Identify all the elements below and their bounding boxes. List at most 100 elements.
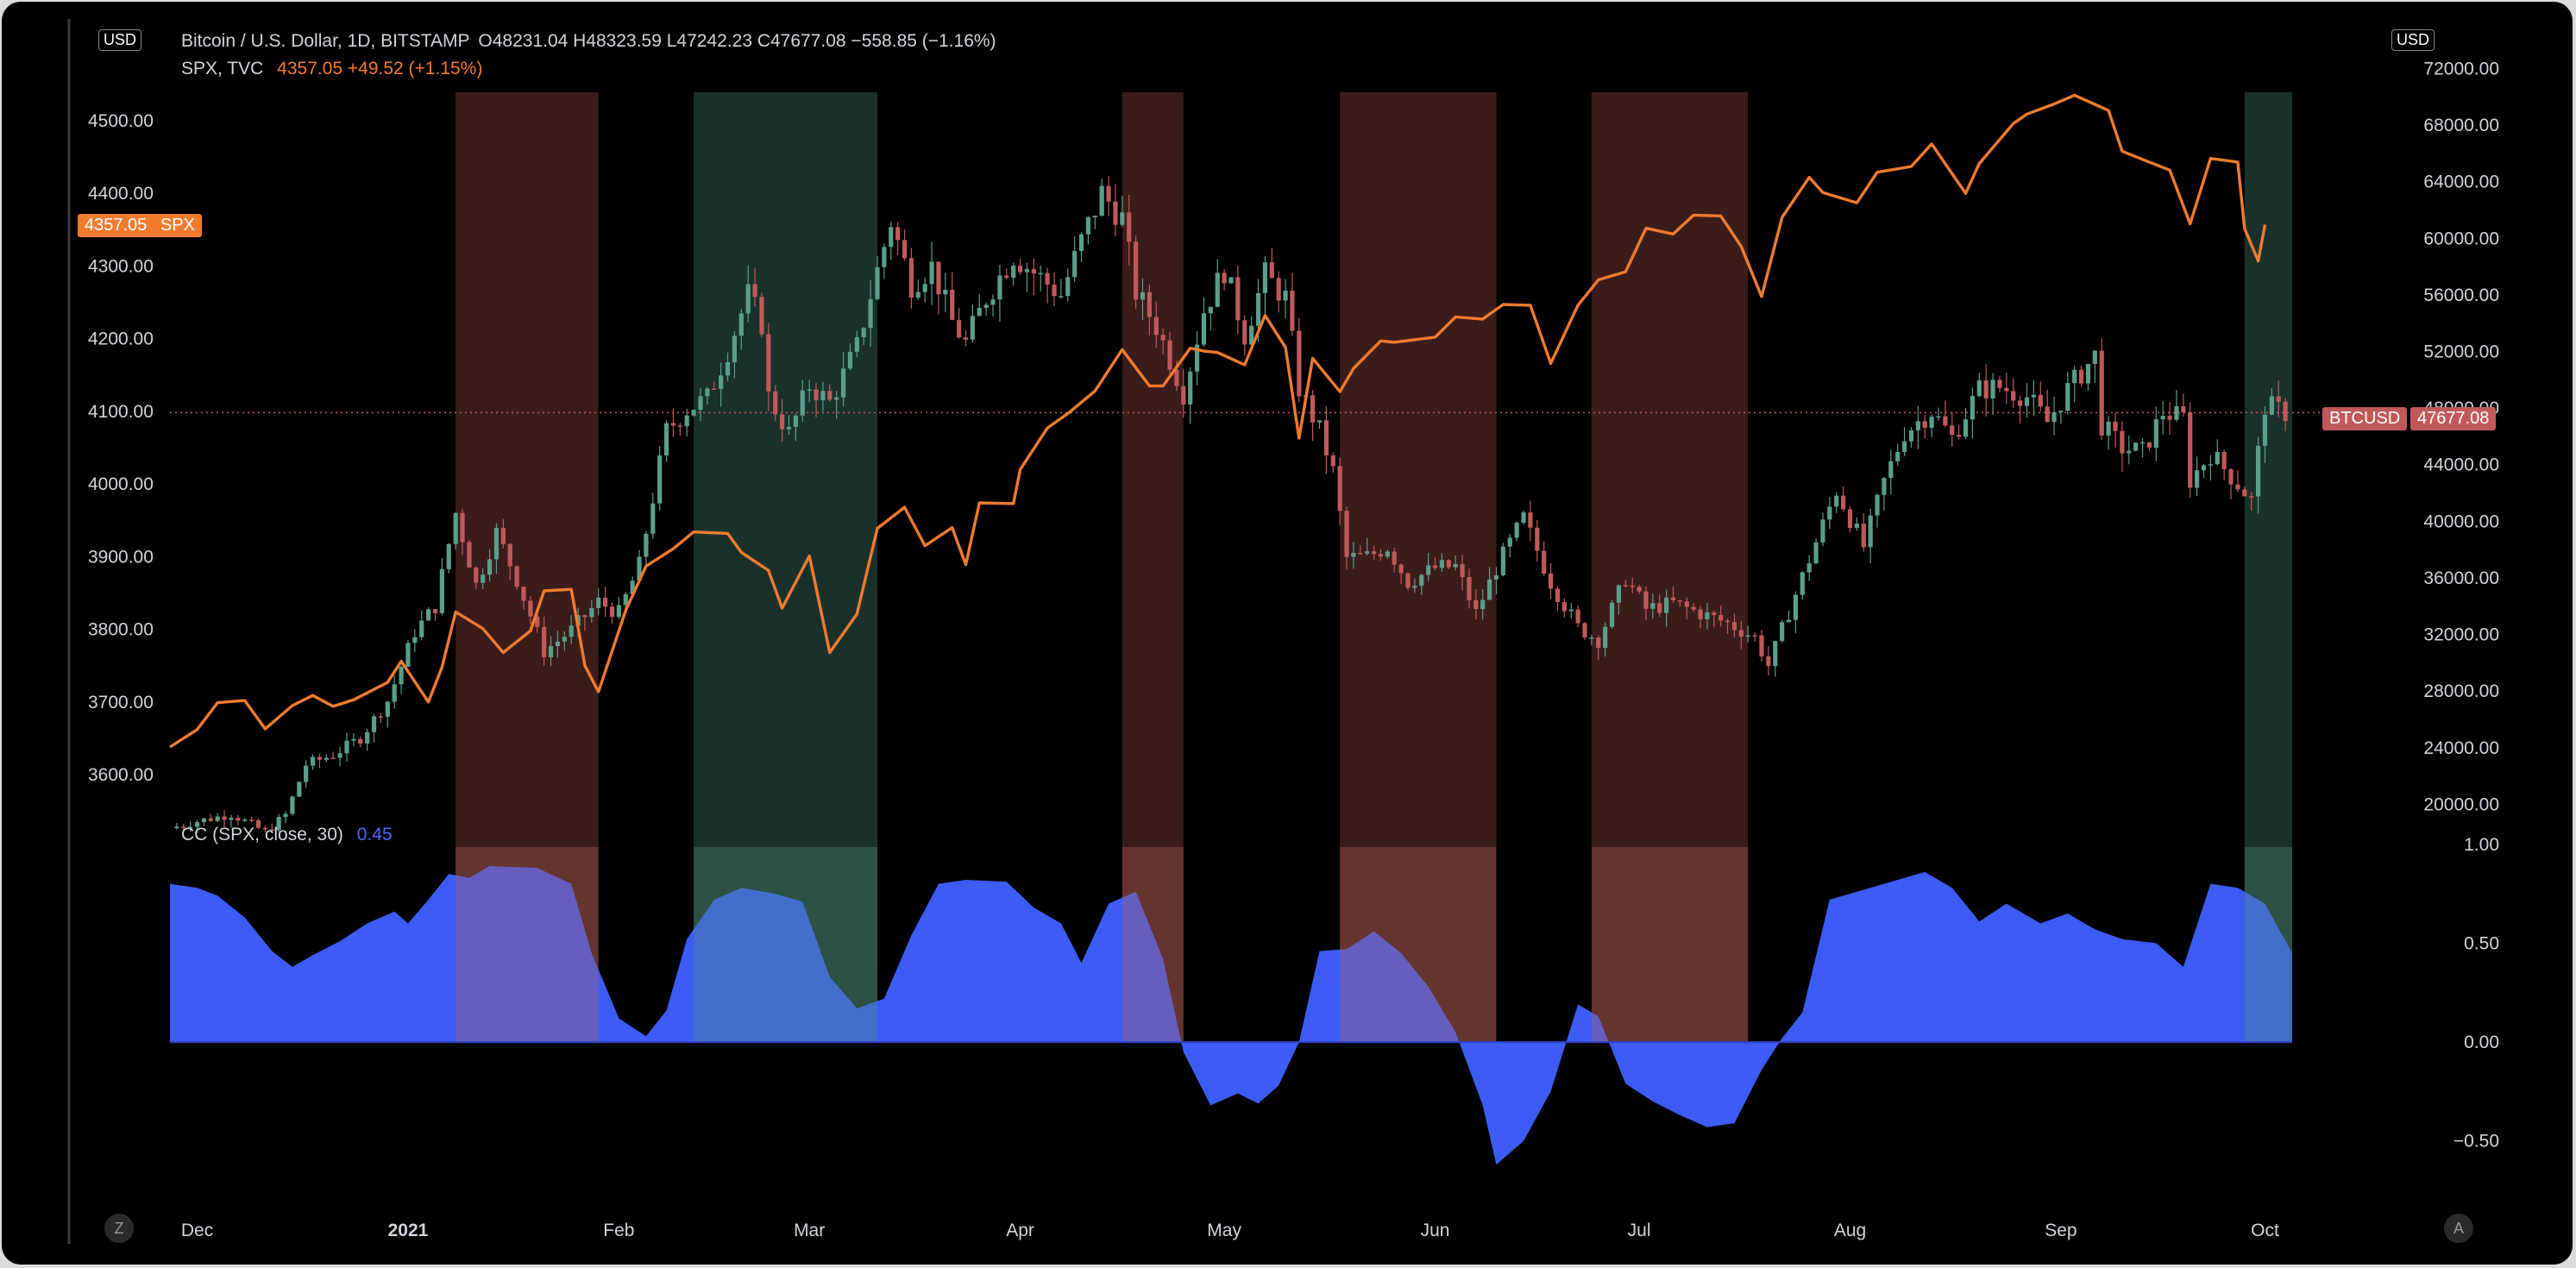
spx-axis-tick-label: 4200.00 xyxy=(88,330,154,349)
btc-candle-body xyxy=(1323,420,1329,455)
main-symbol: Bitcoin / U.S. Dollar, 1D, BITSTAMP xyxy=(181,31,470,51)
btc-candle-body xyxy=(255,820,261,828)
btc-candle-body xyxy=(1113,201,1118,225)
btc-candle-body xyxy=(732,336,738,362)
btc-candle-body xyxy=(1759,635,1764,657)
btc-candle-body xyxy=(1065,277,1071,297)
btc-candle-body xyxy=(630,581,635,594)
btc-candle-body xyxy=(1160,335,1165,341)
btc-axis-tick-label: 28000.00 xyxy=(2423,681,2499,701)
x-axis-tick-label: Oct xyxy=(2251,1221,2279,1240)
btc-candle-body xyxy=(2262,414,2268,446)
spx-line xyxy=(169,93,2267,749)
right-scale-currency[interactable]: USD xyxy=(2391,29,2435,51)
btc-candle-body xyxy=(793,415,798,427)
btc-candle-body xyxy=(766,334,771,392)
spx-axis-tick-label: 4100.00 xyxy=(88,402,154,422)
main-legend[interactable]: Bitcoin / U.S. Dollar, 1D, BITSTAMP O482… xyxy=(181,31,1000,52)
spx-badge-label: SPX xyxy=(160,216,195,235)
btc-candle-body xyxy=(2011,391,2016,401)
btc-candle-body xyxy=(2127,450,2132,454)
btc-candle-body xyxy=(2269,396,2274,415)
btc-candle-body xyxy=(752,284,757,298)
btc-candle-body xyxy=(2065,383,2070,411)
btc-candle-body xyxy=(1201,313,1207,345)
indicator-legend[interactable]: CC (SPX, close, 30) 0.45 xyxy=(181,825,396,845)
btc-candle-body xyxy=(1950,425,1955,436)
btc-candle-body xyxy=(1262,262,1268,293)
spx-axis-tick-label: 3800.00 xyxy=(88,620,154,640)
btc-candle-body xyxy=(1127,212,1132,242)
btc-candle-body xyxy=(2092,350,2097,364)
btc-candle-body xyxy=(943,289,948,295)
btc-candle-body xyxy=(535,616,540,627)
highlight-band-5 xyxy=(1591,92,1749,1041)
btc-candle-body xyxy=(426,609,431,621)
btc-candle-body xyxy=(1915,421,1920,430)
btc-candle-body xyxy=(1344,511,1349,557)
btc-candle-body xyxy=(1888,461,1894,479)
btc-candle-body xyxy=(1276,278,1281,301)
btc-candle-body xyxy=(773,391,778,415)
indicator-value: 0.45 xyxy=(356,825,393,844)
btc-candle-body xyxy=(834,397,839,400)
btc-candle-body xyxy=(1385,551,1390,557)
btc-candle-body xyxy=(2188,411,2193,488)
btc-candle-body xyxy=(1664,597,1669,613)
btc-axis-tick-label: 44000.00 xyxy=(2423,455,2499,475)
cc-band-overlay-4 xyxy=(1340,847,1497,1043)
btc-candle-body xyxy=(1637,587,1642,592)
btc-candle-body xyxy=(1957,435,1962,437)
btc-candle-body xyxy=(596,597,601,608)
btc-candle-body xyxy=(474,568,479,583)
btc-candle-body xyxy=(2038,394,2043,407)
btc-candle-body xyxy=(405,643,411,667)
btc-candle-body xyxy=(1820,519,1825,543)
zoom-reset-button[interactable]: Z xyxy=(104,1214,134,1243)
btc-axis-tick-label: 40000.00 xyxy=(2423,512,2499,531)
btc-candle-body xyxy=(1106,185,1111,202)
btc-candle-body xyxy=(1773,641,1778,667)
btc-candle-body xyxy=(1650,603,1656,609)
btc-candle-body xyxy=(2235,484,2240,490)
btc-axis-tick-label: 56000.00 xyxy=(2423,286,2499,305)
btc-candle-body xyxy=(1868,515,1873,548)
auto-scale-button[interactable]: A xyxy=(2444,1214,2473,1243)
btc-candle-body xyxy=(895,227,901,241)
btc-candle-body xyxy=(1249,325,1254,345)
btc-candle-body xyxy=(603,597,608,607)
btc-candle-body xyxy=(229,818,234,820)
btc-candle-body xyxy=(1847,509,1853,528)
left-scale-currency[interactable]: USD xyxy=(98,29,142,51)
btc-candle-body xyxy=(1793,594,1799,620)
x-axis-tick-label: Mar xyxy=(794,1221,825,1240)
btc-candle-body xyxy=(861,328,866,337)
btc-candle-body xyxy=(2249,496,2254,498)
spx-axis-tick-label: 3900.00 xyxy=(88,547,154,567)
btc-candle-body xyxy=(467,542,472,568)
btc-candle-body xyxy=(378,716,384,718)
btc-axis-tick-label: 32000.00 xyxy=(2423,625,2499,645)
btc-candle-body xyxy=(1473,599,1479,610)
btc-candle-body xyxy=(385,701,390,717)
btc-candle-body xyxy=(1147,292,1152,317)
btc-candle-body xyxy=(1255,292,1261,326)
btc-candle-body xyxy=(1841,495,1846,510)
btc-candle-body xyxy=(1419,574,1424,587)
btc-candle-body xyxy=(2283,401,2288,422)
btc-candle-body xyxy=(1575,609,1580,624)
btc-candle-body xyxy=(1943,416,1948,426)
btc-candle-body xyxy=(1548,573,1554,589)
btc-candle-body xyxy=(1426,565,1431,575)
btc-candle-body xyxy=(725,361,731,376)
btc-candle-body xyxy=(1718,615,1724,621)
btc-candle-body xyxy=(1630,585,1635,587)
btc-candle-body xyxy=(344,740,349,754)
compare-legend[interactable]: SPX, TVC 4357.05 +49.52 (+1.15%) xyxy=(181,59,486,79)
spx-axis-tick-label: 3700.00 xyxy=(88,693,154,712)
btc-candle-body xyxy=(481,574,486,583)
btc-candle-body xyxy=(1582,623,1587,638)
x-axis-tick-label: Aug xyxy=(1834,1221,1866,1240)
btc-candle-body xyxy=(1623,585,1628,587)
